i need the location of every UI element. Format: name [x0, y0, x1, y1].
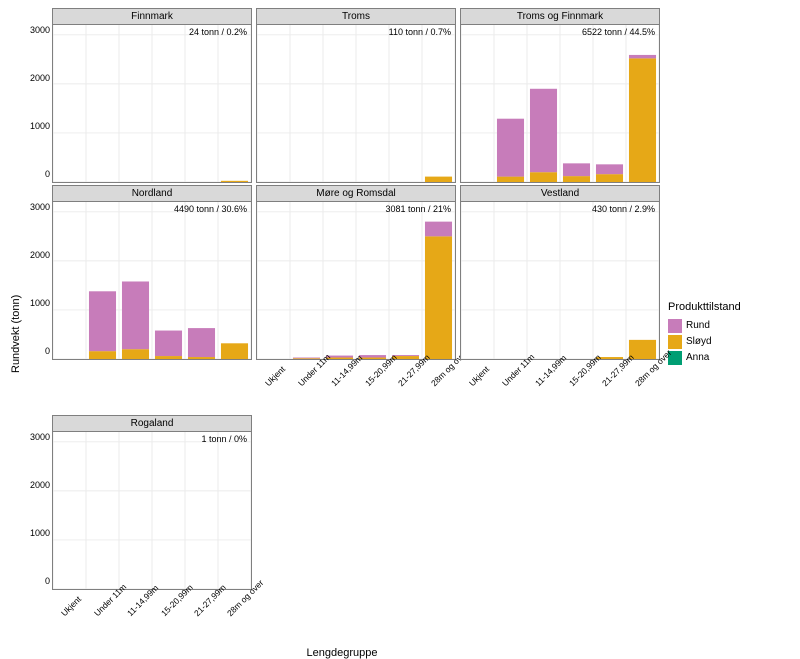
- x-ticks: [52, 360, 252, 362]
- y-tick-label: 3000: [30, 202, 50, 212]
- x-ticks: UkjentUnder 11m11-14,99m15-20,99m21-27,9…: [256, 360, 456, 415]
- facet-strip: Troms og Finnmark: [461, 9, 659, 25]
- facet: Troms og Finnmark 6522 tonn / 44.5%: [460, 8, 660, 183]
- facet-annotation: 24 tonn / 0.2%: [189, 27, 247, 37]
- facet-annotation: 6522 tonn / 44.5%: [582, 27, 655, 37]
- facet-panel: 430 tonn / 2.9%: [461, 202, 659, 359]
- y-tick-label: 1000: [30, 528, 50, 538]
- facet-panel: 4490 tonn / 30.6%: [53, 202, 251, 359]
- x-ticks: UkjentUnder 11m11-14,99m15-20,99m21-27,9…: [460, 360, 660, 415]
- facet-panel: 24 tonn / 0.2%: [53, 25, 251, 182]
- y-tick-label: 3000: [30, 25, 50, 35]
- facet-panel: 3081 tonn / 21%: [257, 202, 455, 359]
- legend-label: Sløyd: [686, 336, 712, 347]
- legend-items: Rund Sløyd Anna: [668, 317, 741, 367]
- facet-strip: Vestland: [461, 186, 659, 202]
- facet-panel: 6522 tonn / 44.5%: [461, 25, 659, 182]
- facet: Rogaland 1 tonn / 0%: [52, 415, 252, 590]
- facet-strip: Nordland: [53, 186, 251, 202]
- y-tick-label: 0: [45, 346, 50, 356]
- legend-label: Anna: [686, 352, 709, 363]
- x-axis-title: Lengdegruppe: [24, 645, 660, 659]
- facet: Troms 110 tonn / 0.7%: [256, 8, 456, 183]
- facet-strip: Finnmark: [53, 9, 251, 25]
- facet: Nordland 4490 tonn / 30.6%: [52, 185, 252, 360]
- legend-title: Produkttilstand: [668, 301, 741, 313]
- x-ticks: UkjentUnder 11m11-14,99m15-20,99m21-27,9…: [52, 590, 252, 645]
- facet-row: 3000 2000 1000 0 Rogaland 1 tonn / 0% Ukjen…: [24, 415, 660, 645]
- y-ticks: 3000 2000 1000 0: [24, 185, 52, 360]
- facet-row: 3000 2000 1000 0 Nordland 4490 tonn / 30.6%…: [24, 185, 660, 415]
- y-ticks: 3000 2000 1000 0: [24, 8, 52, 183]
- legend-swatch: [668, 319, 682, 333]
- y-tick-label: 3000: [30, 432, 50, 442]
- x-ticks: [256, 590, 456, 592]
- legend-item: Sløyd: [668, 335, 741, 349]
- facet-strip: Møre og Romsdal: [257, 186, 455, 202]
- facet-rows: 3000 2000 1000 0 Finnmark 24 tonn / 0.2% Tr…: [24, 8, 660, 645]
- legend-swatch: [668, 335, 682, 349]
- facet-strip: Troms: [257, 9, 455, 25]
- facet-row: 3000 2000 1000 0 Finnmark 24 tonn / 0.2% Tr…: [24, 8, 660, 185]
- y-tick-label: 2000: [30, 480, 50, 490]
- facet-panel: 1 tonn / 0%: [53, 432, 251, 589]
- facet-annotation: 110 tonn / 0.7%: [389, 27, 451, 37]
- legend: Produkttilstand Rund Sløyd Anna: [660, 8, 749, 659]
- facet-grid-wrap: 3000 2000 1000 0 Finnmark 24 tonn / 0.2% Tr…: [24, 8, 660, 659]
- x-ticks: [460, 590, 660, 592]
- y-ticks: 3000 2000 1000 0: [24, 415, 52, 590]
- y-tick-label: 0: [45, 576, 50, 586]
- facet-annotation: 1 tonn / 0%: [201, 434, 247, 444]
- y-tick-label: 2000: [30, 73, 50, 83]
- y-axis-title: Rundvekt (tonn): [8, 8, 24, 659]
- legend-item: Rund: [668, 319, 741, 333]
- plot-area: Rundvekt (tonn) 3000 2000 1000 0 Finnmark 2…: [8, 8, 792, 659]
- facet: Møre og Romsdal 3081 tonn / 21%: [256, 185, 456, 360]
- facet: Finnmark 24 tonn / 0.2%: [52, 8, 252, 183]
- legend-label: Rund: [686, 320, 710, 331]
- facet-strip: Rogaland: [53, 416, 251, 432]
- facet-annotation: 4490 tonn / 30.6%: [174, 204, 247, 214]
- facet: Vestland 430 tonn / 2.9%: [460, 185, 660, 360]
- y-tick-label: 1000: [30, 121, 50, 131]
- legend-item: Anna: [668, 351, 741, 365]
- y-tick-label: 1000: [30, 298, 50, 308]
- facet-annotation: 430 tonn / 2.9%: [592, 204, 655, 214]
- y-tick-label: 0: [45, 169, 50, 179]
- y-tick-label: 2000: [30, 250, 50, 260]
- facet-panel: 110 tonn / 0.7%: [257, 25, 455, 182]
- facet-annotation: 3081 tonn / 21%: [385, 204, 451, 214]
